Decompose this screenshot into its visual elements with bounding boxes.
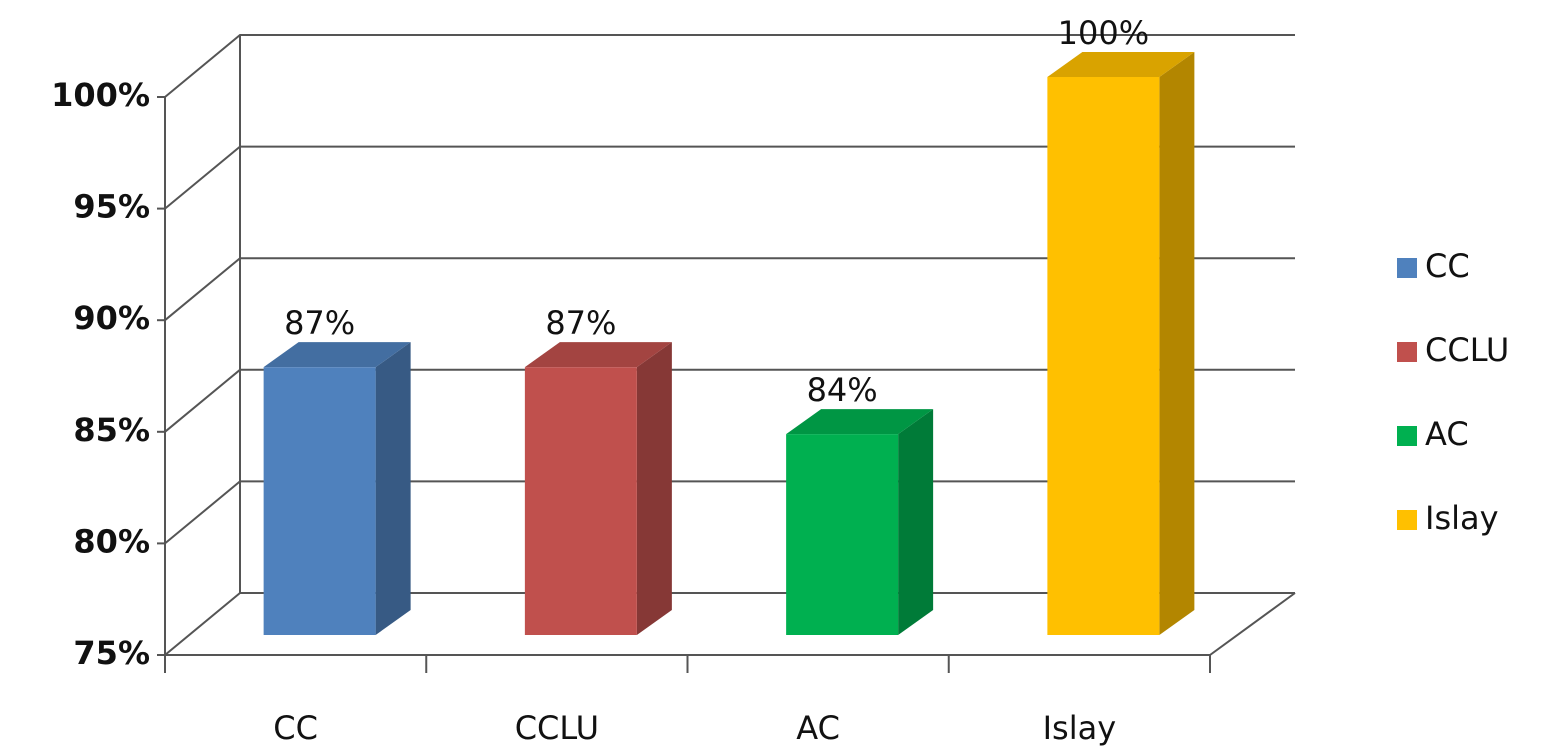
y-tick-label: 80% (73, 522, 150, 560)
bar (263, 367, 376, 635)
x-tick-label: AC (796, 709, 840, 747)
bar-side (898, 409, 934, 635)
bar-top (786, 409, 934, 435)
bar-top (524, 342, 672, 368)
y-tick-label: 85% (73, 411, 150, 449)
y-tick-label: 75% (73, 634, 150, 672)
grid-line (164, 368, 1295, 433)
bar (786, 434, 899, 635)
grid-line (164, 34, 1295, 98)
bar-top (263, 342, 411, 368)
x-tick-label: CC (273, 709, 318, 747)
floor-edge (1209, 592, 1296, 656)
bar (524, 367, 637, 635)
x-tick-label: CCLU (515, 709, 599, 747)
bar-side (636, 342, 672, 635)
bar-top (1047, 52, 1195, 77)
data-label: 87% (545, 304, 616, 342)
y-tick-label: 100% (51, 76, 150, 114)
legend-label: AC (1425, 415, 1469, 453)
y-tick-label: 90% (73, 299, 150, 337)
legend-label: CC (1425, 247, 1470, 285)
bar-side (375, 342, 411, 635)
grid-line (164, 145, 1295, 210)
data-label: 87% (284, 304, 355, 342)
data-label: 100% (1058, 14, 1149, 52)
bar-side (1159, 52, 1195, 635)
legend-swatch (1397, 258, 1417, 278)
grid-line (164, 257, 1295, 321)
legend-label: CCLU (1425, 331, 1509, 369)
legend-swatch (1397, 342, 1417, 362)
legend-swatch (1397, 426, 1417, 446)
grid-line (164, 480, 1295, 545)
data-label: 84% (807, 371, 878, 409)
y-tick-label: 95% (73, 188, 150, 226)
x-tick-label: Islay (1043, 709, 1117, 747)
legend-label: Islay (1425, 499, 1499, 537)
grid-line (164, 592, 1295, 656)
legend-swatch (1397, 510, 1417, 530)
bar (1047, 77, 1160, 635)
